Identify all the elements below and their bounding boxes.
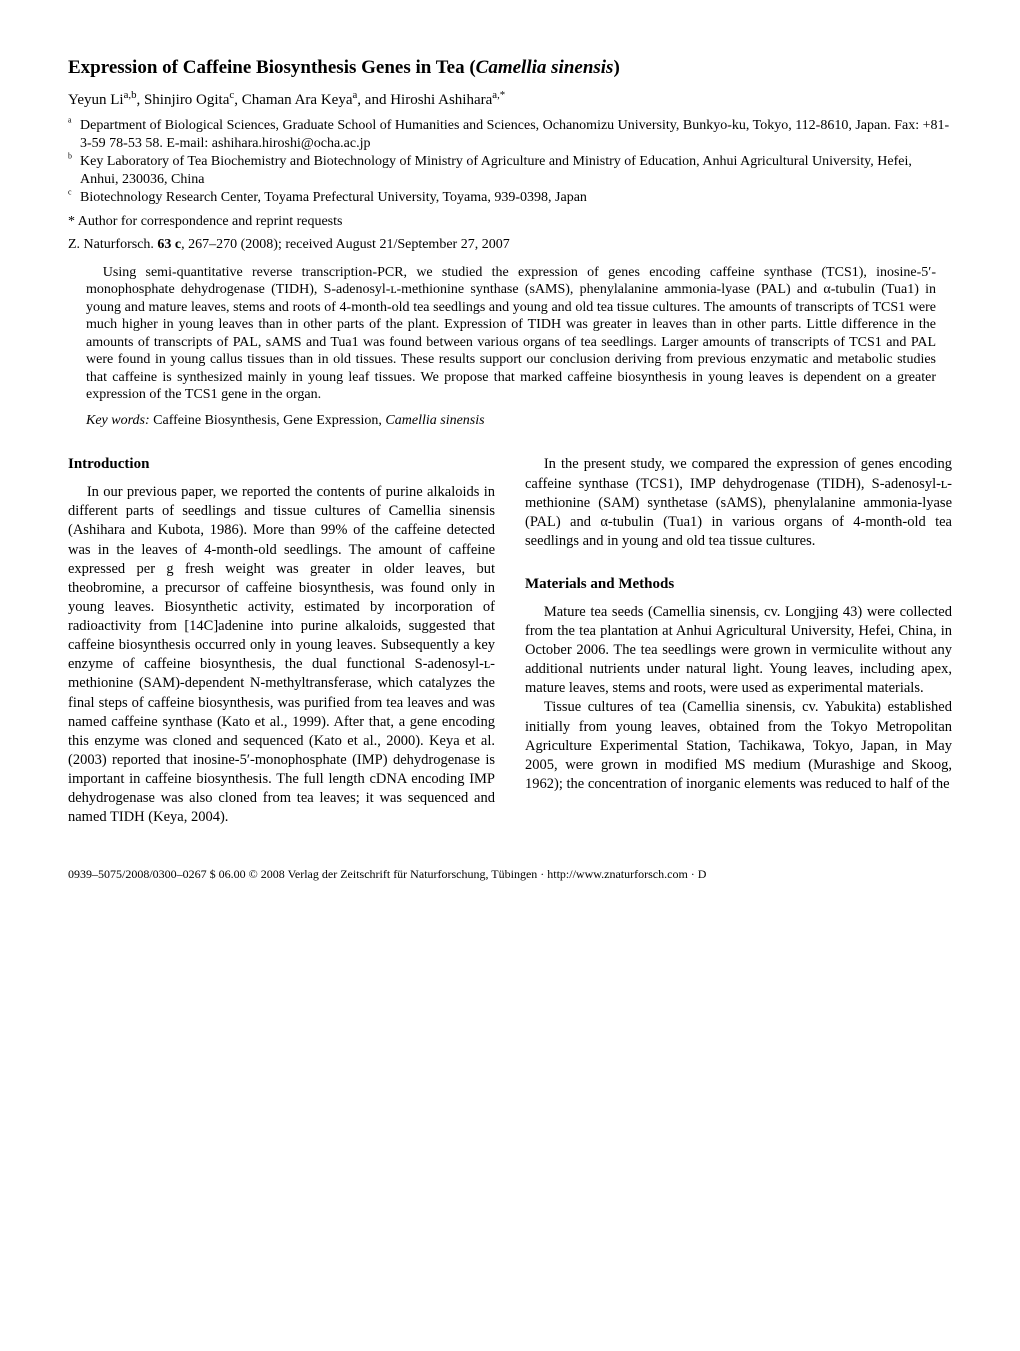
affil-c-sup: c — [68, 188, 72, 197]
materials-p1: Mature tea seeds (Camellia sinensis, cv.… — [525, 603, 952, 699]
citation-pre: Z. Naturforsch. — [68, 237, 157, 252]
author-3-sup: a — [352, 89, 357, 101]
abstract: Using semi-quantitative reverse transcri… — [68, 264, 952, 404]
left-column: Introduction In our previous paper, we r… — [68, 455, 495, 827]
paper-title: Expression of Caffeine Biosynthesis Gene… — [68, 56, 952, 81]
keywords-species: Camellia sinensis — [385, 413, 484, 428]
title-plain: Expression of Caffeine Biosynthesis Gene… — [68, 57, 476, 78]
title-species: Camellia sinensis — [476, 57, 614, 78]
authors-line: Yeyun Lia,b, Shinjiro Ogitac, Chaman Ara… — [68, 91, 952, 110]
affil-c-text: Biotechnology Research Center, Toyama Pr… — [80, 189, 952, 207]
affiliation-b: b Key Laboratory of Tea Biochemistry and… — [68, 153, 952, 188]
affiliation-c: c Biotechnology Research Center, Toyama … — [68, 189, 952, 207]
author-4: Hiroshi Ashihara — [390, 92, 492, 108]
right-top-p1: In the present study, we compared the ex… — [525, 455, 952, 551]
affiliation-a: a Department of Biological Sciences, Gra… — [68, 117, 952, 152]
materials-heading: Materials and Methods — [525, 575, 952, 595]
introduction-p1: In our previous paper, we reported the c… — [68, 483, 495, 827]
affil-b-text: Key Laboratory of Tea Biochemistry and B… — [80, 153, 952, 188]
right-column: In the present study, we compared the ex… — [525, 455, 952, 827]
citation-volume: 63 c — [157, 237, 181, 252]
abstract-text: Using semi-quantitative reverse transcri… — [86, 264, 936, 404]
author-3: Chaman Ara Keya — [242, 92, 353, 108]
keywords-label: Key words: — [86, 413, 150, 428]
affil-b-sup: b — [68, 152, 72, 161]
author-1: Yeyun Li — [68, 92, 124, 108]
corresponding-author-note: * Author for correspondence and reprint … — [68, 213, 952, 231]
keywords: Key words: Caffeine Biosynthesis, Gene E… — [68, 412, 952, 430]
title-close: ) — [613, 57, 619, 78]
affiliations: a Department of Biological Sciences, Gra… — [68, 117, 952, 207]
keywords-text: Caffeine Biosynthesis, Gene Expression, — [150, 413, 386, 428]
author-1-sup: a,b — [124, 89, 137, 101]
introduction-heading: Introduction — [68, 455, 495, 475]
affil-a-text: Department of Biological Sciences, Gradu… — [80, 117, 952, 152]
citation-line: Z. Naturforsch. 63 c, 267–270 (2008); re… — [68, 236, 952, 254]
materials-p2: Tissue cultures of tea (Camellia sinensi… — [525, 698, 952, 794]
author-2: Shinjiro Ogita — [144, 92, 229, 108]
citation-rest: , 267–270 (2008); received August 21/Sep… — [181, 237, 510, 252]
author-4-sup: a,* — [492, 89, 505, 101]
affil-a-sup: a — [68, 116, 72, 125]
body-columns: Introduction In our previous paper, we r… — [68, 455, 952, 827]
author-2-sup: c — [229, 89, 234, 101]
page-footer: 0939–5075/2008/0300–0267 $ 06.00 © 2008 … — [68, 867, 952, 882]
